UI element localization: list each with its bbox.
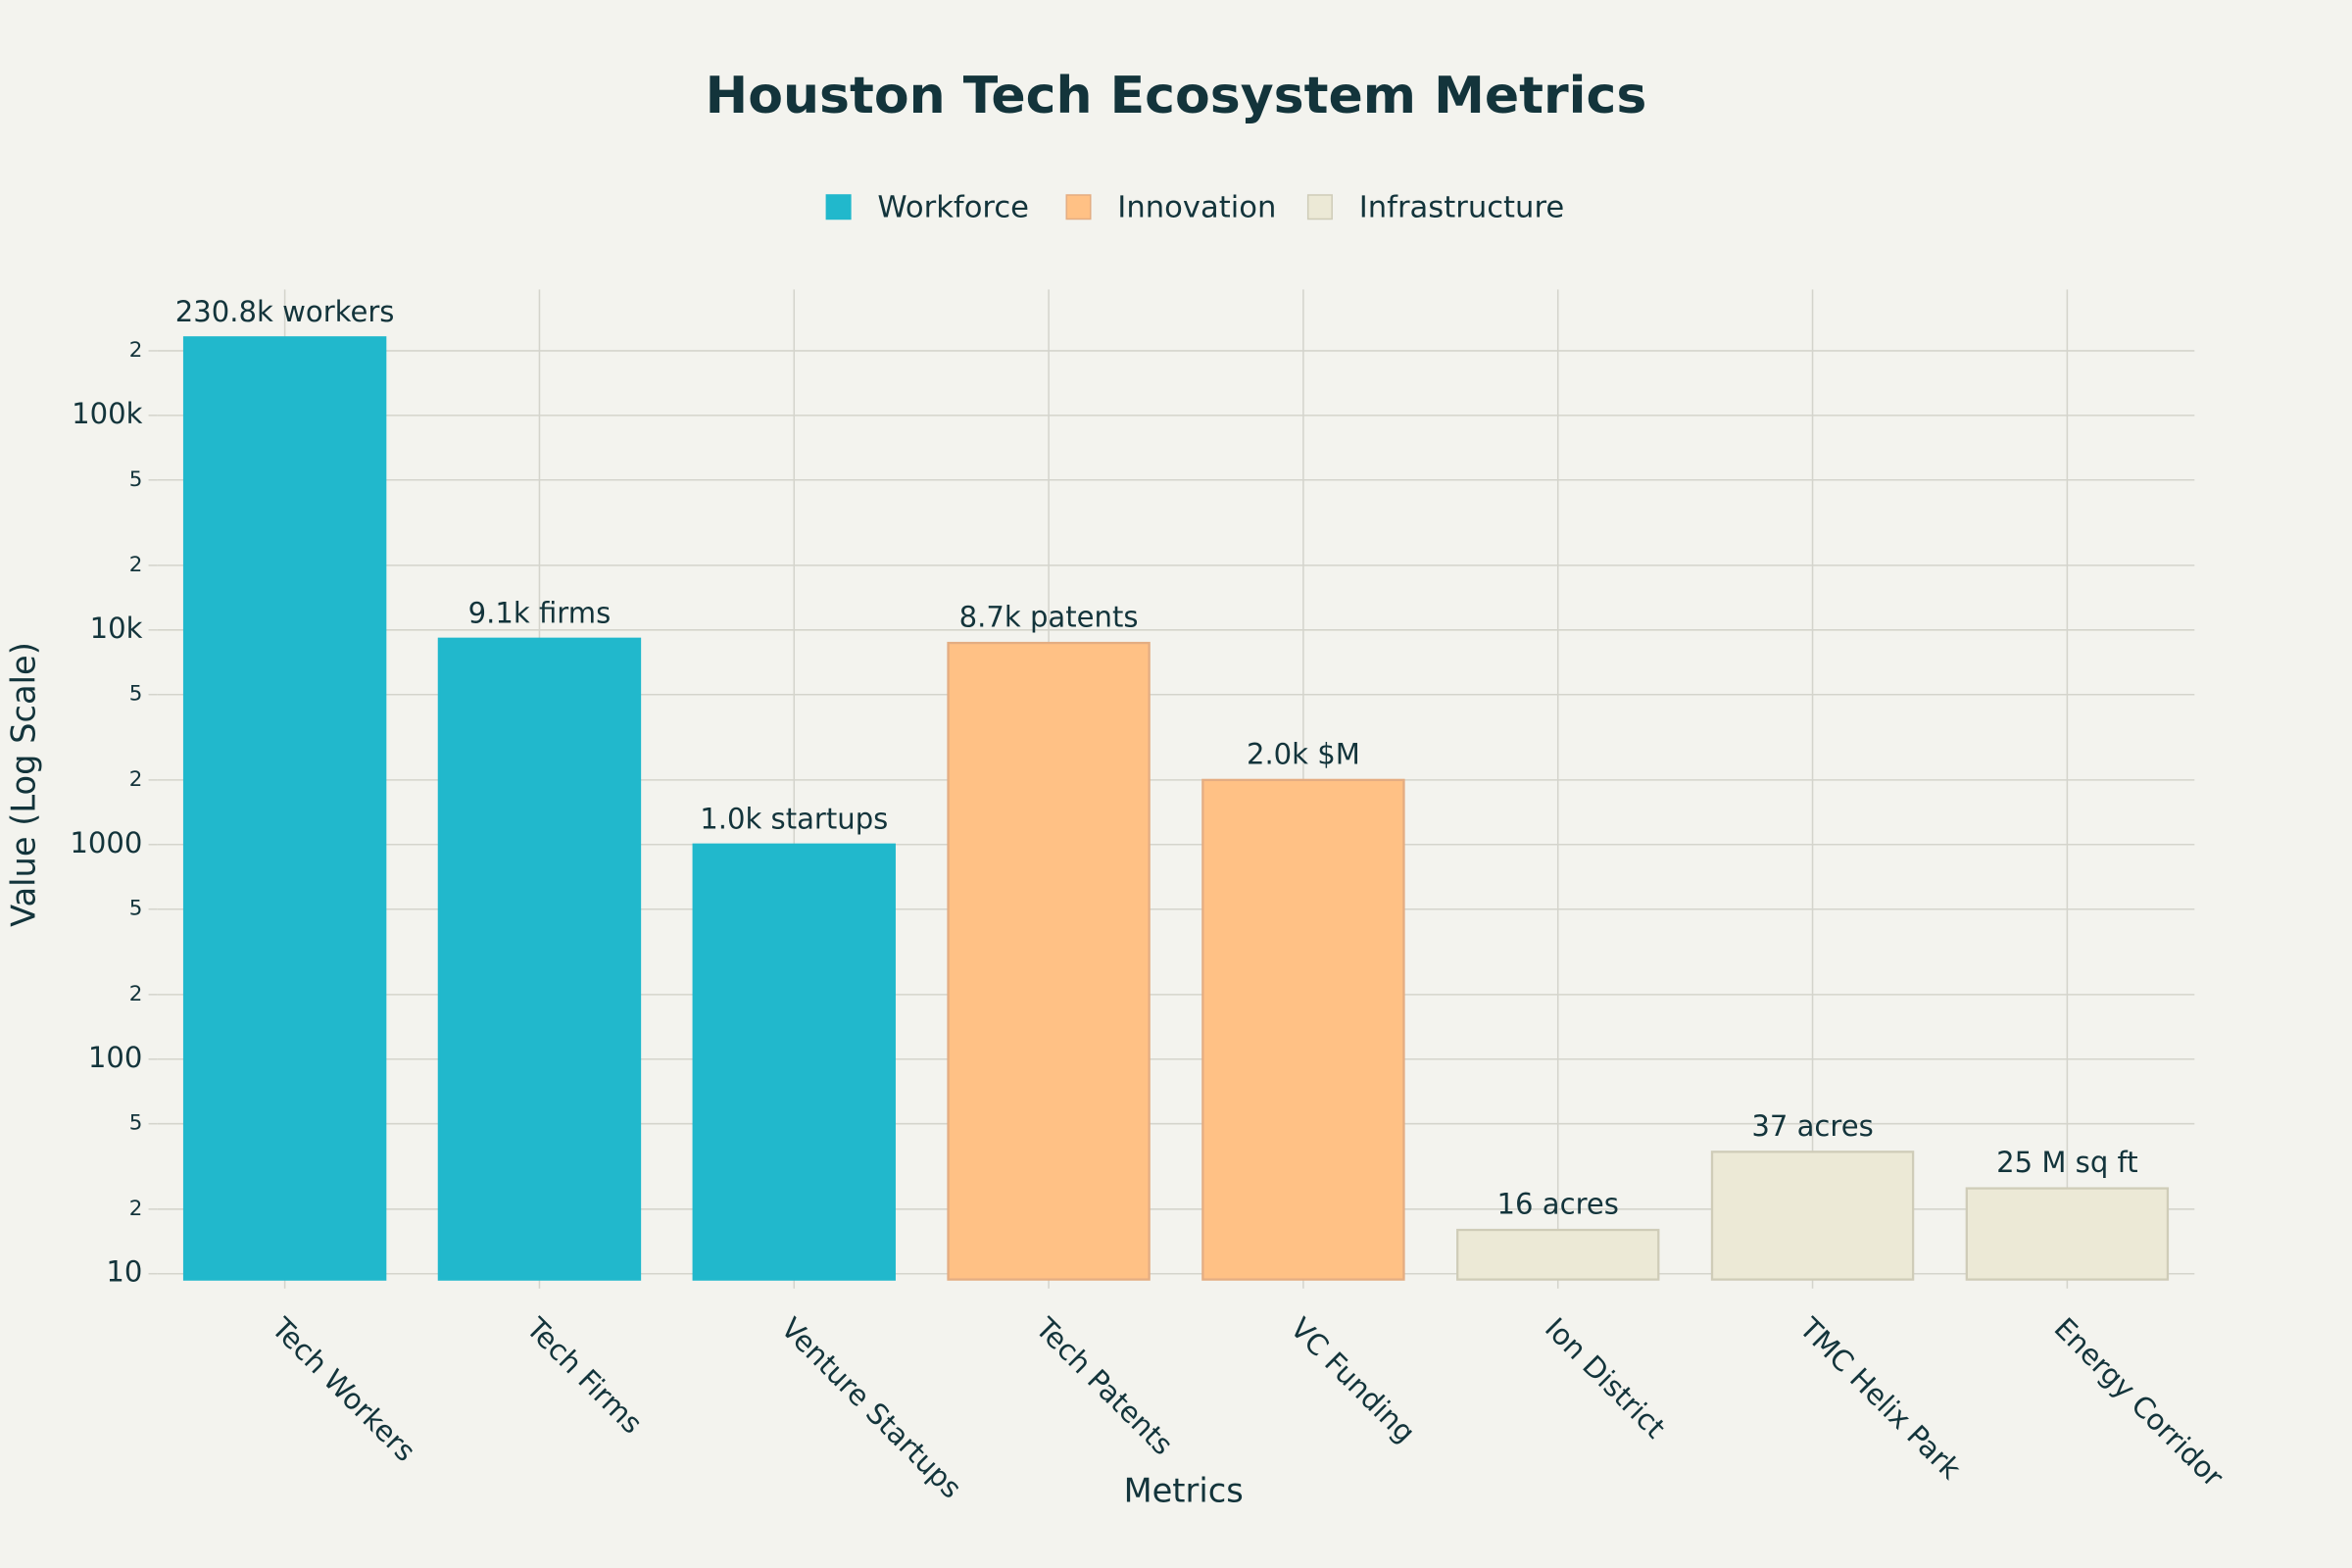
bar (437, 637, 642, 1281)
legend-swatch (1306, 194, 1333, 220)
y-tick-label: 100k (72, 397, 143, 430)
value-label: 9.1k firms (468, 596, 612, 629)
y-tick-label: 1000 (70, 826, 142, 859)
bar (1710, 1151, 1915, 1281)
y-tick-label: 5 (129, 682, 143, 707)
bar (947, 641, 1151, 1281)
y-tick-label: 10k (90, 612, 143, 645)
y-tick-label: 2 (129, 767, 143, 792)
value-label: 1.0k startups (700, 802, 888, 835)
y-tick-label: 10 (106, 1255, 142, 1289)
legend-label: Workforce (877, 190, 1029, 224)
value-label: 25 M sq ft (1996, 1146, 2138, 1179)
value-label: 8.7k patents (959, 601, 1139, 634)
chart-title: Houston Tech Ecosystem Metrics (706, 67, 1647, 125)
y-tick-label: 2 (129, 553, 143, 577)
y-tick-label: 2 (129, 338, 143, 363)
value-label: 230.8k workers (175, 295, 395, 328)
x-axis-title: Metrics (1124, 1471, 1244, 1509)
bar (1456, 1228, 1660, 1281)
value-label: 16 acres (1497, 1188, 1619, 1221)
y-tick-label: 5 (129, 897, 143, 921)
y-axis-title: Value (Log Scale) (5, 642, 43, 927)
legend-label: Infrastructure (1359, 190, 1564, 224)
legend-swatch (1065, 194, 1092, 220)
value-label: 37 acres (1751, 1109, 1873, 1143)
y-tick-label: 5 (129, 467, 143, 492)
y-tick-label: 2 (129, 1197, 143, 1221)
legend-label: Innovation (1117, 190, 1276, 224)
y-tick-label: 100 (88, 1041, 143, 1074)
y-tick-label: 5 (129, 1111, 143, 1136)
value-label: 2.0k $M (1247, 737, 1360, 770)
bar (692, 843, 896, 1281)
y-tick-label: 2 (129, 982, 143, 1006)
bar (182, 336, 387, 1281)
legend-swatch (825, 194, 852, 220)
bar (1201, 778, 1405, 1281)
bar (1965, 1187, 2170, 1281)
